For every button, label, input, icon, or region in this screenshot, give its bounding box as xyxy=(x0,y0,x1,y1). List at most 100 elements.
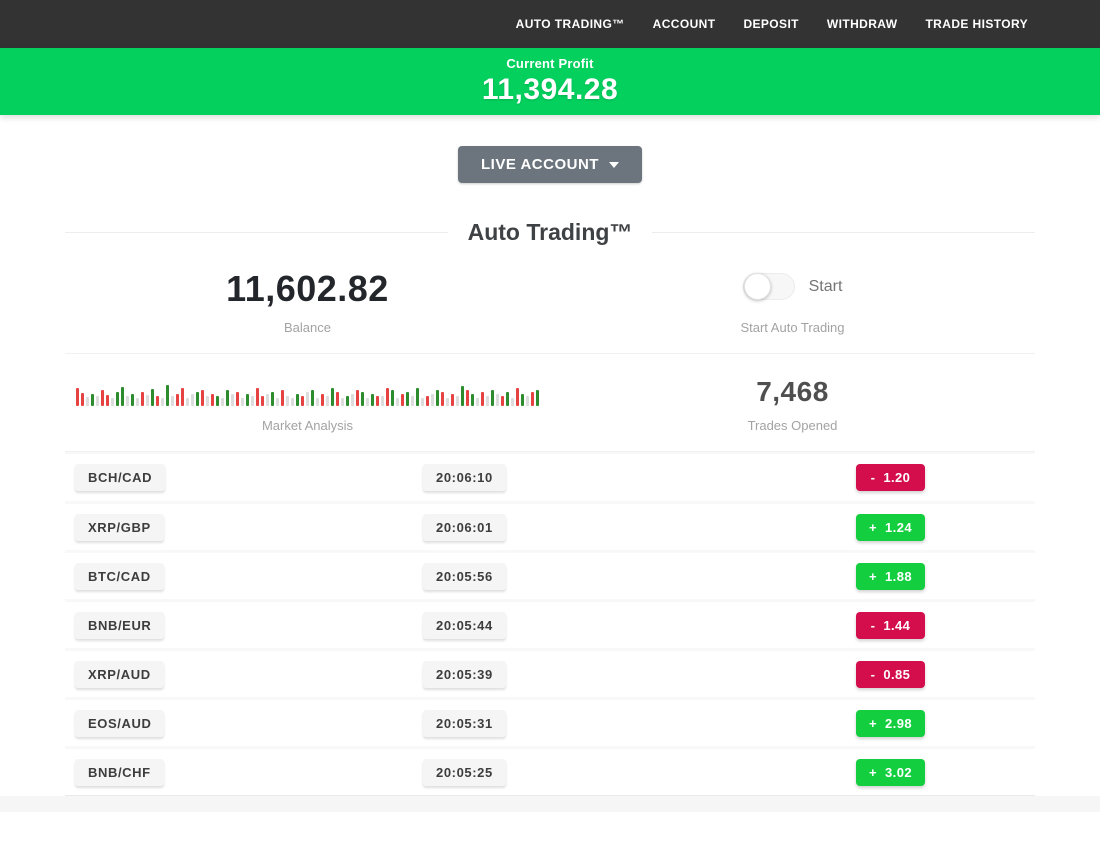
chart-bar xyxy=(156,396,159,406)
table-row: BNB/EUR 20:05:44 -1.44 xyxy=(65,599,1035,648)
nav-item-auto-trading[interactable]: AUTO TRADING™ xyxy=(515,17,625,31)
chart-bar xyxy=(296,394,299,406)
profit-value: 1.24 xyxy=(885,519,912,535)
time-badge: 20:06:10 xyxy=(423,464,506,491)
chart-bar xyxy=(146,395,149,406)
current-profit-banner: Current Profit 11,394.28 xyxy=(0,48,1100,115)
chart-bar xyxy=(286,396,289,406)
chart-bar xyxy=(251,396,254,406)
chart-bar xyxy=(381,396,384,406)
chart-bar xyxy=(306,392,309,406)
chart-bar xyxy=(501,396,504,406)
chart-bar xyxy=(481,392,484,406)
chart-bar xyxy=(356,390,359,406)
time-badge: 20:05:39 xyxy=(423,660,506,688)
chart-bar xyxy=(426,396,429,406)
chart-bar xyxy=(511,398,514,406)
profit-badge: +3.02 xyxy=(856,758,925,786)
profit-badge: +1.24 xyxy=(856,513,925,541)
chart-bar xyxy=(111,398,114,406)
table-row: BNB/CHF 20:05:25 +3.02 xyxy=(65,746,1035,795)
chart-bar xyxy=(536,390,539,406)
trades-opened-label: Trades Opened xyxy=(747,418,838,433)
chart-bar xyxy=(126,396,129,406)
chart-bar xyxy=(401,394,404,406)
chart-bar xyxy=(181,388,184,406)
profit-value: 1.44 xyxy=(883,617,911,633)
chart-bar xyxy=(271,392,274,406)
chart-bar xyxy=(206,396,209,406)
chart-bar xyxy=(486,396,489,406)
top-navbar: AUTO TRADING™ ACCOUNT DEPOSIT WITHDRAW TRADE… xyxy=(0,0,1100,48)
account-selector-row: LIVE ACCOUNT xyxy=(65,146,1035,183)
chart-bar xyxy=(291,398,294,406)
chart-bar xyxy=(221,398,224,406)
pair-badge: BNB/EUR xyxy=(75,611,165,639)
chart-bar xyxy=(396,398,399,406)
chart-bar xyxy=(191,394,194,406)
chart-bar xyxy=(321,394,324,406)
chart-bar xyxy=(116,392,119,406)
chart-bar xyxy=(216,396,219,406)
live-account-dropdown[interactable]: LIVE ACCOUNT xyxy=(458,146,642,183)
chart-bar xyxy=(496,394,499,406)
chart-bar xyxy=(201,390,204,406)
chart-bar xyxy=(516,388,519,406)
profit-badge: -0.85 xyxy=(856,660,925,688)
chart-bar xyxy=(371,394,374,406)
market-analysis-label: Market Analysis xyxy=(261,418,354,433)
profit-value: 0.85 xyxy=(883,666,911,682)
chart-bar xyxy=(451,394,454,406)
stats-row-balance: 11,602.82 Balance Start Start Auto Tradi… xyxy=(65,246,1035,354)
chart-bar xyxy=(211,394,214,406)
toggle-knob[interactable] xyxy=(743,273,771,300)
footer-band xyxy=(0,796,1100,812)
chart-bar xyxy=(466,390,469,406)
chart-bar xyxy=(176,394,179,406)
heading-rule-right xyxy=(652,232,1036,233)
chart-bar xyxy=(431,394,434,406)
heading-rule-left xyxy=(65,232,448,233)
chart-bar xyxy=(341,398,344,406)
trades-list: BCH/CAD 20:06:10-1.20 XRP/GBP 20:06:01 +1.24… xyxy=(65,452,1035,795)
profit-sign: - xyxy=(870,666,876,682)
chart-bar xyxy=(326,396,329,406)
pair-badge: EOS/AUD xyxy=(75,709,165,737)
table-row: EOS/AUD 20:05:31 +2.98 xyxy=(65,697,1035,746)
chart-bar xyxy=(261,396,264,406)
chart-bar xyxy=(331,388,334,406)
pair-badge: BNB/CHF xyxy=(75,758,164,786)
current-profit-value: 11,394.28 xyxy=(481,73,619,106)
chart-bar xyxy=(351,394,354,406)
chart-bar xyxy=(311,390,314,406)
chart-bar xyxy=(266,394,269,406)
chart-bar xyxy=(136,398,139,406)
profit-badge: +1.88 xyxy=(856,562,925,590)
nav-item-withdraw[interactable]: WITHDRAW xyxy=(826,17,898,31)
chart-bar xyxy=(151,389,154,406)
profit-sign: + xyxy=(869,764,878,780)
start-auto-trading-label: Start Auto Trading xyxy=(740,320,845,335)
auto-trading-toggle[interactable] xyxy=(742,273,795,300)
chart-bar xyxy=(161,398,164,406)
profit-value: 3.02 xyxy=(885,764,912,780)
market-analysis-stat: Market Analysis xyxy=(65,376,550,433)
current-profit-label: Current Profit xyxy=(506,56,594,71)
nav-item-deposit[interactable]: DEPOSIT xyxy=(743,17,799,31)
chart-bar xyxy=(106,395,109,406)
bottom-divider xyxy=(65,795,1035,796)
table-row: BTC/CAD 20:05:56 +1.88 xyxy=(65,550,1035,599)
pair-badge: XRP/AUD xyxy=(75,660,164,688)
nav-item-trade-history[interactable]: TRADE HISTORY xyxy=(925,17,1028,31)
profit-sign: + xyxy=(869,568,878,584)
chart-bar xyxy=(171,396,174,406)
chart-bar xyxy=(241,398,244,406)
nav-item-account[interactable]: ACCOUNT xyxy=(652,17,716,31)
time-badge: 20:06:01 xyxy=(423,513,506,541)
chart-bar xyxy=(461,386,464,406)
chart-bar xyxy=(416,388,419,406)
profit-badge: -1.44 xyxy=(856,611,925,639)
chart-bar xyxy=(121,387,124,406)
chart-bar xyxy=(301,396,304,406)
pair-badge: BCH/CAD xyxy=(75,464,166,491)
